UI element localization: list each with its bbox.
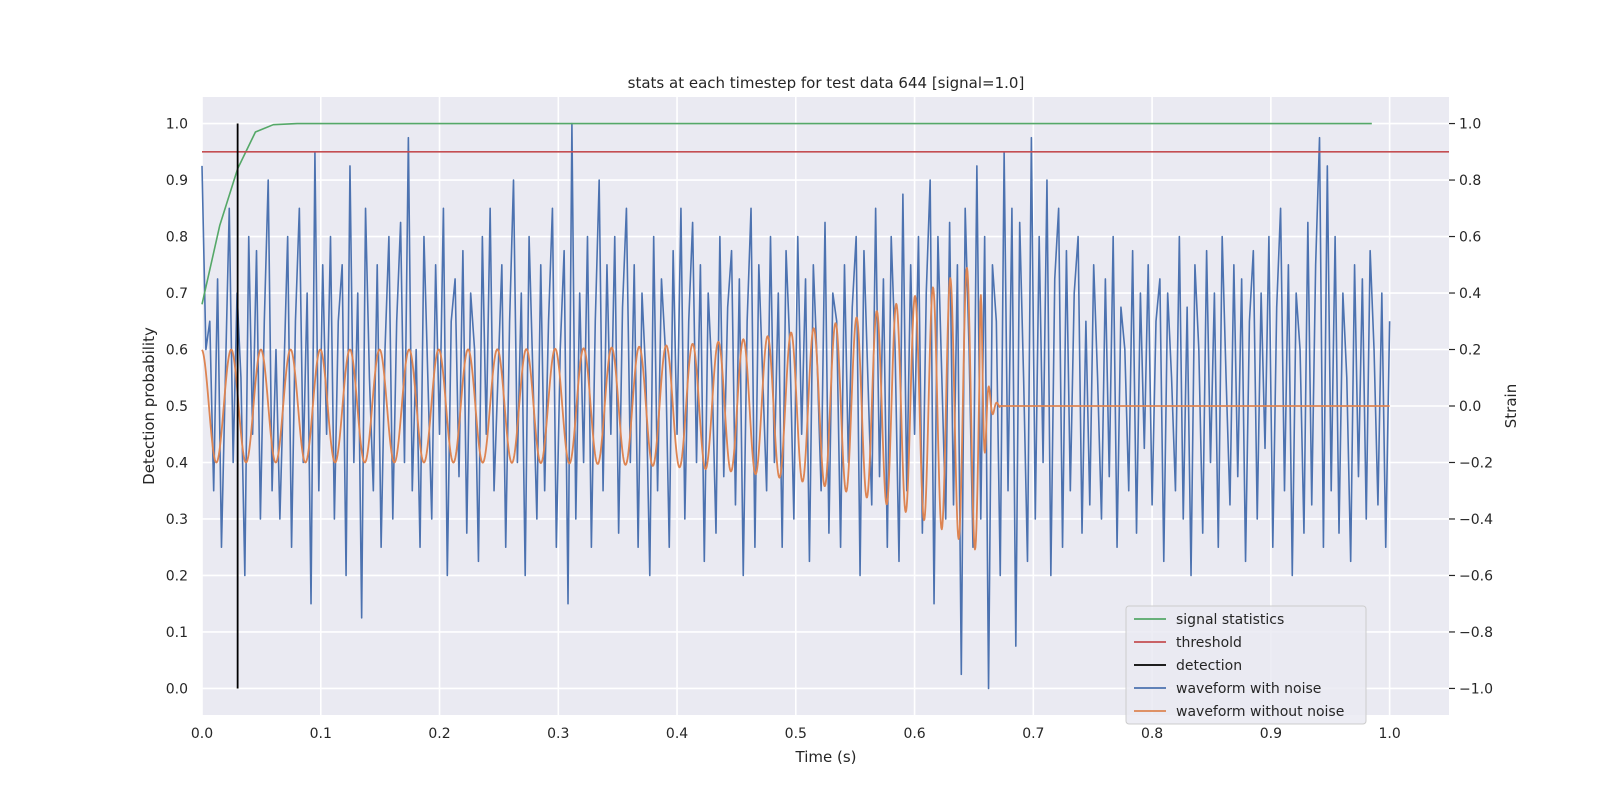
y-tick-label: 0.6 [166,343,188,359]
y-tick-label: 0.5 [166,399,188,415]
y-tick-label: 0.9 [166,173,188,189]
series-layer [201,122,1449,690]
x-tick-label: 0.0 [191,726,213,742]
x-tick-label: 0.3 [547,726,569,742]
x-tick-label: 1.0 [1378,726,1400,742]
series-signal-statistics [201,122,1372,305]
y-axis-title: Detection probability [140,327,158,485]
legend-label: waveform without noise [1176,704,1344,720]
y2-tick-label: 0.4 [1459,286,1481,302]
x-axis: 0.0 0.1 0.2 0.3 0.4 0.5 0.6 0.7 0.8 0.9 1.0 [191,726,1401,742]
y-axis-right: −1.0 −0.8 −0.6 −0.4 −0.2 0.0 0.2 0.4 0.6 0.8 1.0 [1449,117,1493,697]
y2-tick-label: −0.4 [1459,512,1493,528]
x-tick-label: 0.9 [1260,726,1282,742]
legend-label: signal statistics [1176,612,1284,628]
y-axis-left: 0.0 0.1 0.2 0.3 0.4 0.5 0.6 0.7 0.8 0.9 1.0 [166,117,188,698]
y2-tick-label: 0.2 [1459,343,1481,359]
y2-tick-label: 0.6 [1459,230,1481,246]
y2-tick-label: −1.0 [1459,681,1493,697]
y2-tick-label: −0.8 [1459,625,1493,641]
y-tick-label: 0.0 [166,681,188,697]
y2-axis-title: Strain [1502,384,1520,428]
y-tick-label: 0.3 [166,512,188,528]
y-tick-label: 0.4 [166,455,188,471]
y-tick-label: 0.1 [166,625,188,641]
y-tick-label: 0.8 [166,230,188,246]
y2-tick-label: 0.8 [1459,173,1481,189]
x-tick-label: 0.7 [1022,726,1044,742]
y-tick-label: 0.7 [166,286,188,302]
y2-tick-label: −0.6 [1459,568,1493,584]
y-tick-label: 0.2 [166,568,188,584]
legend-box [1125,605,1367,725]
legend-label: detection [1176,658,1242,674]
x-tick-label: 0.8 [1141,726,1163,742]
x-tick-label: 0.4 [666,726,688,742]
x-tick-label: 0.1 [310,726,332,742]
series-waveform-without-noise [201,267,1391,551]
x-tick-label: 0.5 [785,726,807,742]
legend: signal statistics threshold detection wavef… [1125,605,1367,725]
x-tick-label: 0.6 [903,726,925,742]
x-axis-title: Time (s) [795,748,857,766]
x-tick-label: 0.2 [428,726,450,742]
y2-tick-label: −0.2 [1459,455,1493,471]
y-tick-label: 1.0 [166,117,188,133]
legend-label: waveform with noise [1176,681,1321,697]
chart-title: stats at each timestep for test data 644… [628,74,1025,92]
y2-tick-label: 1.0 [1459,117,1481,133]
legend-label: threshold [1176,635,1242,651]
y2-tick-label: 0.0 [1459,399,1481,415]
